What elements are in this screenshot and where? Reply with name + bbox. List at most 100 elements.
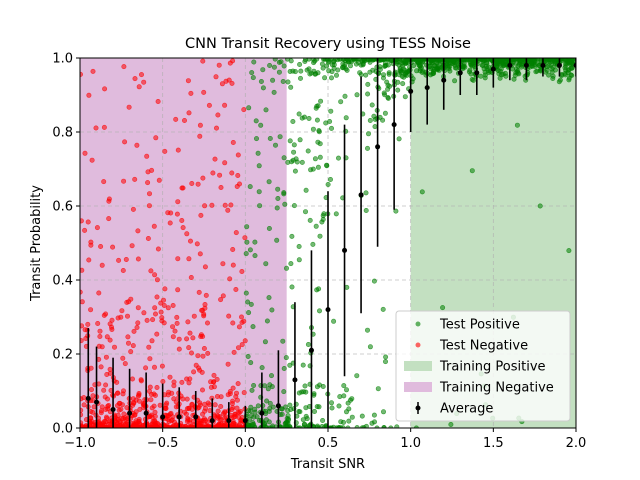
test-positive-point <box>318 98 324 104</box>
test-negative-point <box>107 321 113 327</box>
test-positive-point <box>305 148 311 154</box>
test-positive-point <box>543 58 549 62</box>
average-point <box>193 391 199 428</box>
test-negative-point <box>220 411 226 417</box>
test-positive-point <box>469 77 475 83</box>
test-negative-point <box>165 305 171 311</box>
test-negative-point <box>209 202 215 208</box>
test-positive-point <box>258 122 264 128</box>
test-negative-point <box>193 362 199 368</box>
test-negative-point <box>90 68 96 74</box>
test-negative-point <box>149 405 155 411</box>
test-negative-point <box>155 246 161 252</box>
test-negative-point <box>200 411 206 417</box>
average-point <box>474 58 480 95</box>
test-positive-point <box>328 125 334 131</box>
average-marker <box>292 377 298 383</box>
test-positive-point <box>298 68 304 74</box>
test-positive-point <box>448 421 454 427</box>
test-negative-point <box>161 297 167 303</box>
test-positive-point <box>533 69 539 75</box>
test-negative-point <box>215 408 221 414</box>
test-negative-point <box>147 356 153 362</box>
test-positive-point <box>315 164 321 170</box>
test-positive-point <box>249 387 255 393</box>
test-positive-point <box>480 58 486 64</box>
test-negative-point <box>168 210 174 216</box>
test-positive-point <box>285 79 291 85</box>
test-negative-point <box>152 409 158 415</box>
test-negative-point <box>93 125 99 131</box>
test-negative-point <box>125 313 131 319</box>
test-negative-point <box>124 405 130 411</box>
test-positive-point <box>250 75 256 81</box>
test-positive-point <box>296 257 302 263</box>
test-positive-point <box>328 108 334 114</box>
test-negative-point <box>124 299 130 305</box>
test-negative-point <box>162 286 168 292</box>
legend-label: Average <box>440 402 493 417</box>
test-positive-point <box>287 402 293 408</box>
test-negative-point <box>186 256 192 262</box>
test-negative-point <box>197 367 203 373</box>
average-point <box>110 357 116 428</box>
test-positive-point <box>353 61 359 67</box>
test-positive-point <box>296 244 302 250</box>
average-point <box>358 76 364 314</box>
test-positive-point <box>245 299 251 305</box>
test-positive-point <box>315 70 321 76</box>
test-positive-point <box>331 318 337 324</box>
test-positive-point <box>347 397 353 403</box>
test-positive-point <box>420 59 426 65</box>
test-negative-point <box>180 185 186 191</box>
test-positive-point <box>478 73 484 79</box>
test-positive-point <box>308 70 314 76</box>
legend: Test Positive Test Negative Training Posit… <box>395 310 571 422</box>
test-negative-point <box>121 411 127 417</box>
test-negative-point <box>80 323 85 329</box>
test-positive-point <box>272 58 278 62</box>
average-marker <box>573 62 576 68</box>
test-positive-point <box>266 179 272 185</box>
test-negative-point <box>94 225 100 231</box>
test-positive-point <box>395 87 401 93</box>
test-negative-point <box>184 336 190 342</box>
test-negative-point <box>80 299 85 305</box>
test-negative-point <box>170 324 176 330</box>
test-positive-point <box>297 137 303 143</box>
test-negative-point <box>194 241 200 247</box>
test-positive-point <box>365 81 371 87</box>
test-negative-point <box>159 363 165 369</box>
test-negative-point <box>228 202 234 208</box>
test-negative-point <box>200 307 206 313</box>
test-positive-point <box>276 69 282 75</box>
test-positive-point <box>278 59 284 65</box>
test-negative-point <box>242 338 248 344</box>
test-negative-point <box>196 289 202 295</box>
test-positive-point <box>275 186 281 192</box>
test-negative-point <box>211 384 217 390</box>
test-positive-point <box>399 68 405 74</box>
average-marker <box>226 418 232 424</box>
test-positive-point <box>246 105 252 111</box>
test-positive-point <box>417 63 423 69</box>
test-negative-point <box>132 412 138 418</box>
average-marker <box>127 410 133 416</box>
test-positive-point <box>383 354 389 360</box>
test-positive-point <box>269 307 275 313</box>
test-negative-point <box>220 261 226 267</box>
test-negative-point <box>212 402 218 408</box>
test-negative-point <box>80 338 84 344</box>
test-positive-point <box>322 75 328 81</box>
test-negative-point <box>99 404 105 410</box>
average-point <box>408 58 414 132</box>
test-negative-point <box>174 211 180 217</box>
test-negative-point <box>119 308 125 314</box>
y-tick-label: 0.4 <box>52 274 73 289</box>
test-positive-point <box>306 423 312 428</box>
test-positive-point <box>333 72 339 78</box>
test-negative-point <box>176 346 182 352</box>
test-negative-point <box>82 327 88 333</box>
test-negative-point <box>86 92 92 98</box>
test-positive-point <box>299 389 305 395</box>
